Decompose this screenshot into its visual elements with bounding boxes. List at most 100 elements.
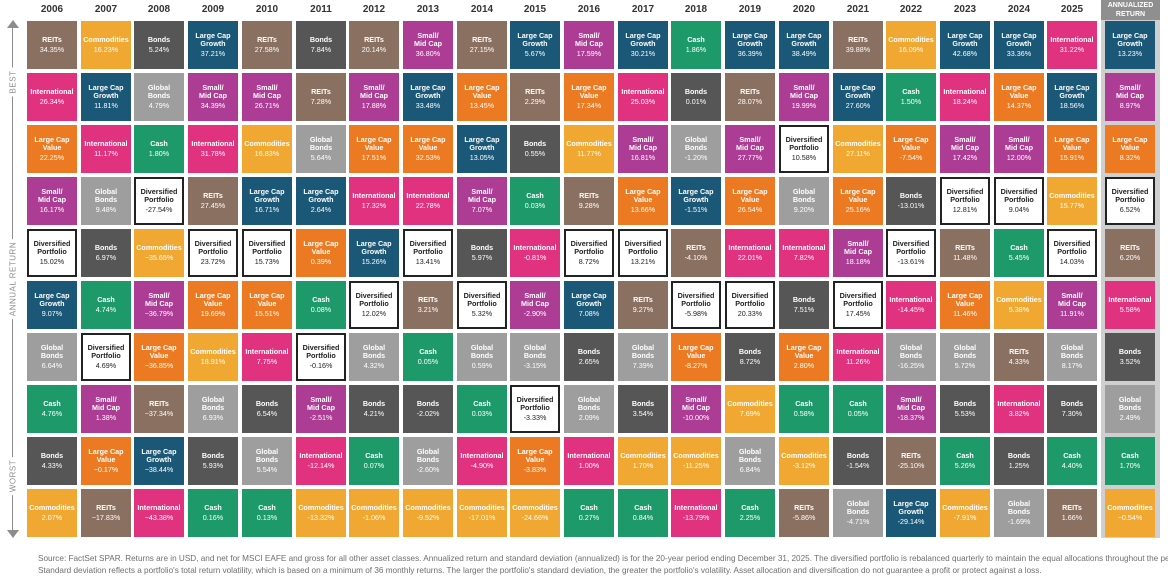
asset-cell: Small/ Mid Cap 36.80% (403, 21, 453, 69)
asset-name: Small/ Mid Cap (307, 394, 335, 413)
asset-name: REITs (1120, 243, 1140, 252)
asset-name: International (245, 347, 289, 356)
year-header: 2019 (738, 4, 762, 15)
asset-return-value: 31.78% (200, 148, 226, 158)
asset-return-value: 36.80% (415, 48, 441, 58)
asset-return-value: -14.45% (897, 304, 925, 314)
asset-cell: Small/ Mid Cap 1.38% (81, 385, 131, 433)
asset-cell: Large Cap Value 2.80% (779, 333, 829, 381)
left-axis: BEST ANNUAL RETURN WORST (0, 20, 26, 538)
asset-name: Cash (634, 503, 652, 512)
asset-name: Diversified Portfolio (892, 238, 930, 257)
asset-return-value: 1.00% (578, 460, 600, 470)
asset-name: REITs (955, 243, 975, 252)
asset-cell: Large Cap Value -3.83% (510, 437, 560, 485)
asset-cell: Large Cap Value 17.51% (349, 125, 399, 173)
asset-return-value: 0.39% (310, 256, 332, 266)
asset-name: Cash (43, 399, 61, 408)
asset-return-value: 16.09% (898, 44, 924, 54)
asset-cell: International 31.78% (188, 125, 238, 173)
asset-return-value: 27.11% (846, 148, 870, 158)
asset-return-value: 15.73% (254, 256, 280, 266)
asset-cell: Large Cap Growth 15.26% (349, 229, 399, 277)
asset-cell: REITs 39.88% (833, 21, 883, 69)
asset-cell: Bonds -13.01% (886, 177, 936, 225)
asset-return-value: 3.82% (1008, 408, 1030, 418)
asset-return-value: 25.03% (630, 96, 656, 106)
asset-cell: Cash 4.76% (27, 385, 77, 433)
asset-cell: Global Bonds 9.20% (779, 177, 829, 225)
asset-cell: Small/ Mid Cap 26.71% (242, 73, 292, 121)
asset-name: Commodities (405, 503, 451, 512)
asset-name: Cash (419, 347, 437, 356)
asset-name: Cash (1063, 451, 1081, 460)
asset-cell: Large Cap Growth 13.05% (457, 125, 507, 173)
asset-return-value: 22.78% (415, 200, 441, 210)
asset-name: Large Cap Growth (786, 30, 822, 49)
asset-name: REITs (901, 451, 921, 460)
asset-return-value: -3.12% (792, 460, 816, 470)
asset-cell: International 3.82% (994, 385, 1044, 433)
asset-return-value: 18.18% (845, 256, 871, 266)
asset-name: Large Cap Growth (195, 30, 231, 49)
asset-return-value: 0.08% (310, 304, 332, 314)
asset-return-value: 19.99% (791, 100, 817, 110)
asset-cell: International −43.38% (134, 489, 184, 537)
asset-return-value: -7.91% (953, 512, 977, 522)
asset-cell: Large Cap Growth 13.23% (1105, 21, 1155, 69)
asset-return-value: 0.01% (685, 96, 707, 106)
asset-cell: International -13.79% (671, 489, 721, 537)
asset-return-value: 17.51% (361, 152, 387, 162)
asset-return-value: 15.51% (254, 308, 280, 318)
asset-return-value: 23.72% (200, 256, 226, 266)
asset-return-value: -10.00% (682, 412, 710, 422)
asset-return-value: 0.84% (632, 512, 654, 522)
asset-return-value: 19.69% (200, 308, 226, 318)
asset-name: Commodities (244, 139, 290, 148)
asset-name: Global Bonds (631, 342, 655, 361)
asset-cell: Cash 0.27% (564, 489, 614, 537)
asset-name: Commodities (136, 243, 182, 252)
asset-name: Commodities (459, 503, 505, 512)
asset-name: Bonds (899, 191, 923, 200)
asset-name: Cash (1121, 451, 1139, 460)
asset-cell: Bonds 8.72% (725, 333, 775, 381)
asset-name: Small/ Mid Cap (736, 134, 764, 153)
asset-cell: Global Bonds -2.60% (403, 437, 453, 485)
asset-return-value: 26.71% (254, 100, 280, 110)
asset-name: Global Bonds (953, 342, 977, 361)
asset-cell: REITs -5.86% (779, 489, 829, 537)
asset-cell: Cash 1.80% (134, 125, 184, 173)
asset-return-value: 5.67% (524, 48, 546, 58)
asset-return-value: 6.54% (256, 408, 278, 418)
asset-name: Cash (97, 295, 115, 304)
asset-name: Small/ Mid Cap (92, 394, 120, 413)
asset-name: International (674, 503, 718, 512)
asset-cell: Bonds 6.97% (81, 229, 131, 277)
asset-return-value: -4.90% (470, 460, 494, 470)
asset-name: Diversified Portfolio (355, 290, 393, 309)
asset-return-value: 1.66% (1061, 512, 1083, 522)
asset-return-value: 36.39% (737, 48, 763, 58)
asset-cell: REITs −17.83% (81, 489, 131, 537)
asset-return-value: 18.56% (1059, 100, 1085, 110)
asset-return-value: 11.77% (577, 148, 601, 158)
asset-name: Small/ Mid Cap (521, 290, 549, 309)
asset-return-value: 6.20% (1119, 252, 1141, 262)
asset-cell: Cash 0.03% (510, 177, 560, 225)
asset-cell: REITs 2.29% (510, 73, 560, 121)
asset-name: International (460, 451, 504, 460)
asset-cell: Bonds 5.24% (134, 21, 184, 69)
asset-name: Diversified Portfolio (87, 342, 125, 361)
asset-cell: International 25.03% (618, 73, 668, 121)
asset-return-value: 6.84% (739, 464, 761, 474)
asset-cell: Small/ Mid Cap -2.51% (296, 385, 346, 433)
asset-cell: Large Cap Value 19.69% (188, 281, 238, 329)
asset-return-value: 13.41% (415, 256, 441, 266)
asset-return-value: 5.24% (148, 44, 170, 54)
asset-return-value: 5.72% (954, 360, 976, 370)
asset-name: Small/ Mid Cap (145, 290, 173, 309)
asset-return-value: 0.03% (524, 200, 546, 210)
asset-cell: Global Bonds 2.09% (564, 385, 614, 433)
asset-return-value: 0.05% (847, 408, 869, 418)
